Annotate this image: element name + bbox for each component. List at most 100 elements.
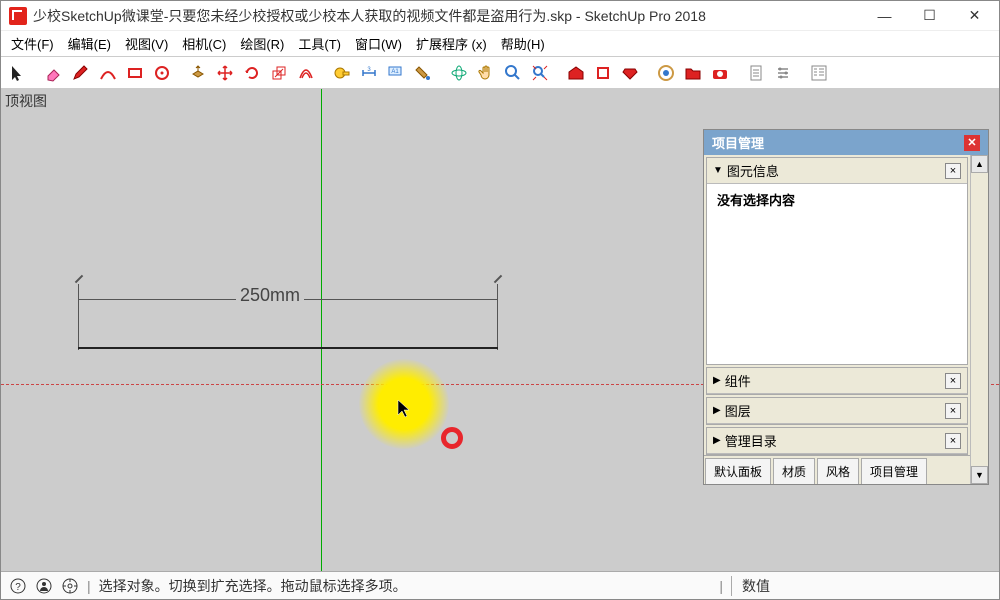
paint-tool-icon[interactable] [410, 60, 436, 86]
app-window: 少校SketchUp微课堂-只要您未经少校授权或少校本人获取的视频文件都是盗用行… [0, 0, 1000, 600]
scroll-down-icon[interactable]: ▼ [971, 466, 988, 484]
offset-tool-icon[interactable] [293, 60, 319, 86]
menu-bar: 文件(F) 编辑(E) 视图(V) 相机(C) 绘图(R) 工具(T) 窗口(W… [1, 31, 999, 57]
status-separator: | [719, 578, 723, 594]
ruby-icon[interactable] [617, 60, 643, 86]
panel-title-text: 项目管理 [712, 133, 764, 152]
svg-text:?: ? [15, 582, 21, 593]
menu-camera[interactable]: 相机(C) [176, 32, 232, 55]
scroll-up-icon[interactable]: ▲ [971, 155, 988, 173]
tape-tool-icon[interactable] [329, 60, 355, 86]
orbit-tool-icon[interactable] [446, 60, 472, 86]
section-title: 管理目录 [725, 431, 945, 450]
select-tool-icon[interactable] [5, 60, 31, 86]
status-bar: ? | 选择对象。切换到扩充选择。拖动鼠标选择多项。 | 数值 [1, 571, 999, 599]
collapse-icon: ▶ [713, 375, 721, 386]
collapse-icon: ▶ [713, 405, 721, 416]
camera-icon[interactable] [707, 60, 733, 86]
zoom-extents-tool-icon[interactable] [527, 60, 553, 86]
menu-window[interactable]: 窗口(W) [349, 32, 408, 55]
maximize-button[interactable]: ☐ [907, 2, 952, 30]
menu-draw[interactable]: 绘图(R) [234, 32, 290, 55]
rotate-tool-icon[interactable] [239, 60, 265, 86]
move-tool-icon[interactable] [212, 60, 238, 86]
section-head-components[interactable]: ▶ 组件 × [707, 368, 967, 394]
section-close-icon[interactable]: × [945, 433, 961, 449]
text-tool-icon[interactable]: A1 [383, 60, 409, 86]
section-components: ▶ 组件 × [706, 367, 968, 395]
doc-icon[interactable] [743, 60, 769, 86]
value-label: 数值 [731, 576, 991, 596]
section-close-icon[interactable]: × [945, 373, 961, 389]
menu-file[interactable]: 文件(F) [5, 32, 60, 55]
extension-icon[interactable] [590, 60, 616, 86]
tab-material[interactable]: 材质 [773, 458, 815, 484]
list-icon[interactable] [806, 60, 832, 86]
viewport-label: 顶视图 [5, 91, 47, 111]
section-title: 图元信息 [727, 161, 945, 180]
person-icon[interactable] [35, 577, 53, 595]
section-close-icon[interactable]: × [945, 163, 961, 179]
warehouse-icon[interactable] [563, 60, 589, 86]
section-head-outliner[interactable]: ▶ 管理目录 × [707, 428, 967, 454]
pencil-tool-icon[interactable] [68, 60, 94, 86]
section-entity-info: ▼ 图元信息 × 没有选择内容 [706, 157, 968, 365]
scroll-track[interactable] [971, 173, 988, 466]
settings-icon[interactable] [770, 60, 796, 86]
folder-icon[interactable] [680, 60, 706, 86]
panel-body: ▼ 图元信息 × 没有选择内容 ▶ 组件 × [704, 155, 988, 484]
window-buttons: — ☐ ✕ [862, 2, 997, 30]
scale-tool-icon[interactable] [266, 60, 292, 86]
close-button[interactable]: ✕ [952, 2, 997, 30]
menu-view[interactable]: 视图(V) [119, 32, 174, 55]
dim-extension-left [78, 284, 79, 350]
project-panel: 项目管理 ✕ ▼ 图元信息 × 没有选择内容 ▶ [703, 129, 989, 485]
section-outliner: ▶ 管理目录 × [706, 427, 968, 455]
collapse-icon: ▶ [713, 435, 721, 446]
green-axis [321, 89, 322, 571]
menu-edit[interactable]: 编辑(E) [62, 32, 117, 55]
section-close-icon[interactable]: × [945, 403, 961, 419]
app-icon [9, 7, 27, 25]
title-bar: 少校SketchUp微课堂-只要您未经少校授权或少校本人获取的视频文件都是盗用行… [1, 1, 999, 31]
dimension-text: 250mm [236, 285, 304, 306]
tab-project[interactable]: 项目管理 [861, 458, 927, 484]
tab-default[interactable]: 默认面板 [705, 458, 771, 484]
section-head-entity-info[interactable]: ▼ 图元信息 × [707, 158, 967, 184]
origin-marker [441, 427, 463, 449]
tab-style[interactable]: 风格 [817, 458, 859, 484]
eraser-tool-icon[interactable] [41, 60, 67, 86]
arc-tool-icon[interactable] [95, 60, 121, 86]
vray-icon[interactable] [653, 60, 679, 86]
rect-tool-icon[interactable] [122, 60, 148, 86]
dimension-line [78, 347, 498, 349]
menu-help[interactable]: 帮助(H) [495, 32, 551, 55]
svg-text:A1: A1 [391, 69, 399, 75]
panel-scrollbar[interactable]: ▲ ▼ [970, 155, 988, 484]
minimize-button[interactable]: — [862, 2, 907, 30]
menu-extensions[interactable]: 扩展程序 (x) [410, 32, 493, 55]
section-title: 图层 [725, 401, 945, 420]
window-title: 少校SketchUp微课堂-只要您未经少校授权或少校本人获取的视频文件都是盗用行… [33, 6, 862, 26]
pushpull-tool-icon[interactable] [185, 60, 211, 86]
cursor-icon [397, 399, 413, 422]
section-layers: ▶ 图层 × [706, 397, 968, 425]
zoom-tool-icon[interactable] [500, 60, 526, 86]
viewport[interactable]: 顶视图 250mm 项目管理 ✕ ▼ 图元信息 [1, 89, 999, 571]
panel-titlebar[interactable]: 项目管理 ✕ [704, 130, 988, 155]
dimension-tool-icon[interactable]: 3 [356, 60, 382, 86]
entity-info-body: 没有选择内容 [707, 184, 967, 364]
section-head-layers[interactable]: ▶ 图层 × [707, 398, 967, 424]
toolbar: 3 A1 [1, 57, 999, 89]
status-separator: | [87, 578, 91, 594]
circle-tool-icon[interactable] [149, 60, 175, 86]
panel-close-icon[interactable]: ✕ [964, 135, 980, 151]
help-icon[interactable]: ? [9, 577, 27, 595]
pan-tool-icon[interactable] [473, 60, 499, 86]
geo-icon[interactable] [61, 577, 79, 595]
expand-icon: ▼ [713, 165, 723, 176]
section-title: 组件 [725, 371, 945, 390]
menu-tools[interactable]: 工具(T) [292, 32, 347, 55]
dim-extension-right [497, 284, 498, 350]
panel-tabs: 默认面板 材质 风格 项目管理 [704, 455, 970, 484]
